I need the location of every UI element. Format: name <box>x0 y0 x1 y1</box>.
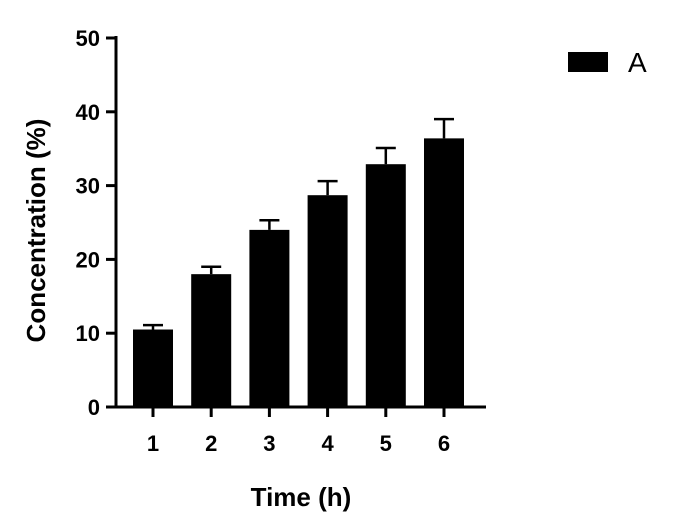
x-tick-label: 3 <box>263 431 275 456</box>
legend-label: A <box>628 47 647 78</box>
y-axis-title: Concentration (%) <box>21 119 51 343</box>
bars-layer <box>133 138 464 408</box>
bar <box>307 195 348 407</box>
bar <box>249 229 290 407</box>
error-bars-layer <box>143 117 454 330</box>
y-tick-label: 30 <box>76 174 100 199</box>
bar <box>424 138 464 408</box>
y-tick-label: 20 <box>76 247 100 272</box>
x-tick-label: 5 <box>380 431 392 456</box>
x-tick-label: 6 <box>438 431 450 456</box>
y-tick-label: 0 <box>88 395 100 420</box>
y-tick-label: 10 <box>76 321 100 346</box>
y-tick-label: 40 <box>76 100 100 125</box>
x-tick-label: 1 <box>147 431 159 456</box>
axes-layer <box>106 36 486 417</box>
y-tick-label: 50 <box>76 26 100 51</box>
bar <box>365 164 406 407</box>
bar <box>133 329 173 407</box>
legend: A <box>568 47 647 78</box>
x-axis-title: Time (h) <box>251 482 352 512</box>
bar <box>191 274 232 407</box>
x-tick-label: 2 <box>205 431 217 456</box>
legend-swatch <box>568 52 608 72</box>
x-tick-label: 4 <box>321 431 334 456</box>
labels-layer: 1 2 3 4 5 6 0 10 20 30 40 50 Time (h) Concentration (… <box>21 26 450 512</box>
